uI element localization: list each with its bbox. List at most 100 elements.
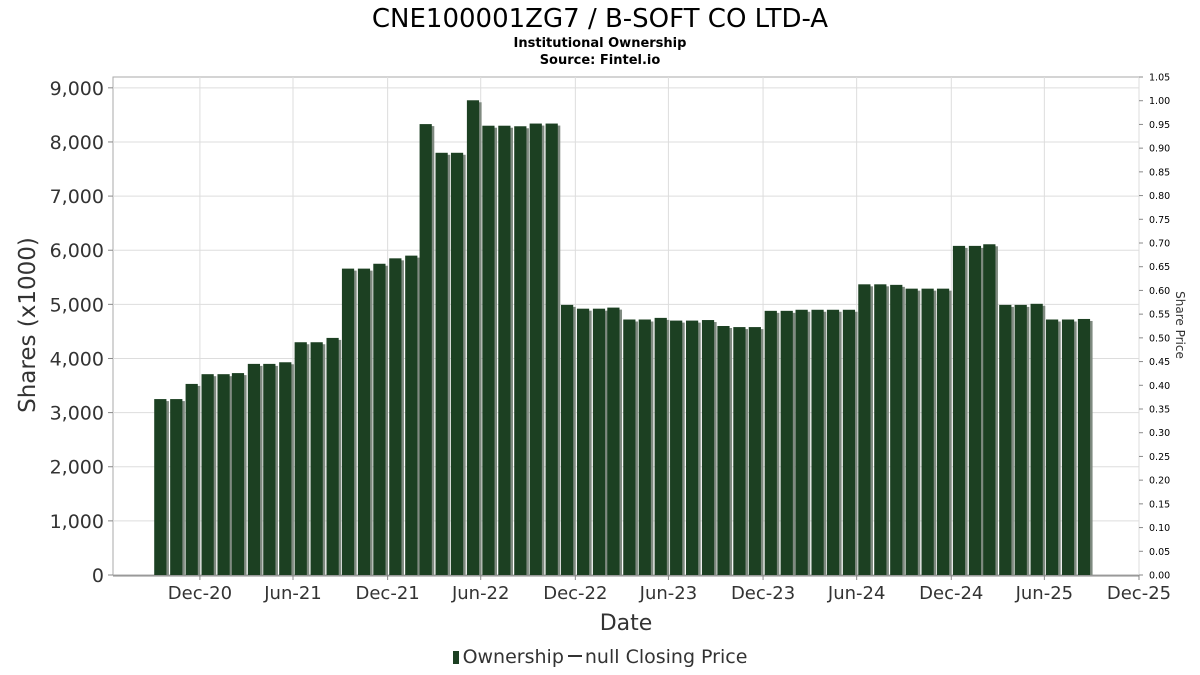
y2-tick-label: 0.10 [1149,523,1170,534]
x-tick-label: Jun-21 [263,583,322,604]
y2-tick-label: 0.50 [1149,333,1170,344]
ownership-bar [279,362,292,575]
y2-tick-label: 1.00 [1149,96,1170,107]
ownership-bar [1045,319,1059,575]
y2-tick-label: 0.75 [1149,215,1170,226]
ownership-bar [389,258,402,575]
ownership-bar [607,307,620,575]
x-tick-label: Jun-25 [1015,583,1074,604]
legend: Ownership null Closing Price [0,646,1200,668]
ownership-bar [576,308,590,575]
y2-tick-label: 0.35 [1149,405,1170,416]
ownership-bar [1061,319,1075,575]
ownership-bar [842,309,856,575]
y2-tick-label: 0.85 [1149,167,1170,178]
legend-ownership-label: Ownership [462,646,564,668]
ownership-bar [874,284,887,575]
ownership-bar [435,152,448,576]
x-tick-label: Jun-23 [639,583,698,604]
y2-tick-label: 0.05 [1149,547,1170,558]
ownership-bar [780,310,793,575]
y2-axis-label: Share Price [1173,291,1187,359]
y-tick-label: 2,000 [50,457,104,479]
ownership-bar [685,320,699,575]
ownership-bar [717,326,730,575]
ownership-bar [795,309,808,575]
ownership-bar [310,342,323,575]
ownership-bar [217,374,230,575]
ownership-bar [936,288,950,575]
ownership-bar [701,320,715,575]
y2-tick-label: 1.05 [1149,73,1170,84]
ownership-bar [263,363,276,575]
x-tick-label: Dec-25 [1107,583,1171,604]
ownership-bar [890,284,903,575]
y2-tick-label: 0.90 [1149,144,1170,155]
y2-tick-label: 0.40 [1149,381,1170,392]
y-tick-label: 3,000 [50,403,104,425]
y2-tick-label: 0.20 [1149,476,1170,487]
closing-price-legend-swatch [567,655,582,657]
chart-subtitle-1: Institutional Ownership [514,36,687,51]
ownership-bar [670,320,683,575]
ownership-bar [545,123,558,575]
ownership-bar [514,126,527,575]
y2-tick-label: 0.15 [1149,499,1170,510]
y-tick-label: 9,000 [50,78,104,100]
x-tick-label: Dec-22 [543,583,607,604]
chart-title: CNE100001ZG7 / B-SOFT CO LTD-A [372,4,828,34]
ownership-bar [811,309,824,575]
y2-tick-label: 0.55 [1149,310,1170,321]
ownership-bar [201,374,214,575]
ownership-bar [247,363,261,575]
x-tick-label: Dec-21 [356,583,420,604]
ownership-bar [983,244,996,575]
y2-tick-label: 0.30 [1149,428,1170,439]
y-tick-label: 7,000 [50,186,104,208]
y2-tick-label: 0.70 [1149,239,1170,250]
x-tick-label: Dec-23 [731,583,795,604]
y-tick-label: 1,000 [50,511,104,533]
y-tick-label: 6,000 [50,240,104,262]
axes: 0 1,000 2,000 3,000 4,000 5,000 6,000 7,000 8,00… [50,73,1172,605]
y2-tick-label: 0.80 [1149,191,1170,202]
ownership-bar [999,304,1012,575]
ownership-bar [733,327,746,575]
ownership-bar [357,268,371,575]
legend-closing-price-label: null Closing Price [584,646,748,668]
ownership-bar [1030,303,1043,575]
x-tick-label: Dec-24 [919,583,983,604]
y2-tick-label: 0.00 [1149,571,1170,582]
ownership-legend-swatch [452,651,459,664]
ownership-bar [154,399,167,575]
ownership-bar [482,125,495,575]
x-tick-label: Jun-22 [451,583,510,604]
x-tick-label: Dec-20 [168,583,232,604]
ownership-bar [952,245,966,575]
ownership-bar [748,327,761,575]
ownership-bar [623,319,636,575]
ownership-bar [905,288,918,575]
ownership-bar [373,263,386,575]
y2-tick-label: 0.25 [1149,452,1170,463]
ownership-bar [858,284,871,575]
y-tick-label: 8,000 [50,132,104,154]
y-axis-label: Shares (x1000) [15,237,41,413]
y2-tick-label: 0.95 [1149,120,1170,131]
x-tick-label: Jun-24 [827,583,886,604]
ownership-bar [466,100,480,575]
ownership-bar [450,152,464,576]
y-tick-label: 4,000 [50,348,104,370]
y2-tick-label: 0.45 [1149,357,1170,368]
ownership-bar [231,373,245,575]
ownership-bar [1014,304,1027,575]
chart-subtitle-2: Source: Fintel.io [540,53,661,68]
y-tick-label: 5,000 [50,294,104,316]
ownership-bar [764,310,777,575]
ownership-bar [170,399,183,575]
ownership-bar [294,342,307,575]
ownership-bar [405,255,418,575]
ownership-bar [654,317,667,575]
y-tick-label: 0 [92,565,104,587]
